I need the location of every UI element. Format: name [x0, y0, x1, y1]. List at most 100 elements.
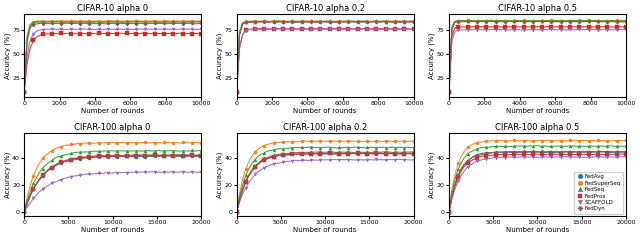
- FedAvg: [464, 160, 472, 163]
- FedSeq: [58, 154, 65, 157]
- FedSeq: [622, 145, 630, 148]
- FedProx: [464, 25, 472, 28]
- FedSuperSeq: [48, 20, 56, 23]
- FedProx: [335, 152, 343, 155]
- FedAvg: [354, 20, 362, 23]
- FedSuperSeq: [520, 139, 527, 142]
- FedProx: [613, 153, 621, 155]
- FedSeq: [317, 146, 324, 149]
- FedAvg: [113, 155, 121, 158]
- FedAvg: [197, 20, 205, 23]
- SCAFFOLD: [29, 32, 37, 35]
- FedAvg: [622, 151, 630, 154]
- FedSeq: [160, 149, 168, 152]
- FedDyn: [170, 22, 177, 25]
- FedSuperSeq: [179, 20, 186, 23]
- X-axis label: Number of rounds: Number of rounds: [506, 227, 569, 233]
- FedSuperSeq: [170, 19, 177, 22]
- SCAFFOLD: [483, 28, 490, 31]
- FedProx: [270, 155, 278, 158]
- FedSuperSeq: [39, 20, 47, 23]
- FedProx: [29, 39, 37, 42]
- FedSeq: [270, 20, 278, 23]
- FedSuperSeq: [307, 140, 315, 143]
- FedSeq: [48, 159, 56, 162]
- FedSuperSeq: [233, 91, 241, 94]
- FedAvg: [58, 162, 65, 165]
- SCAFFOLD: [557, 28, 564, 31]
- FedSeq: [29, 21, 37, 24]
- FedSuperSeq: [538, 19, 546, 22]
- FedSuperSeq: [401, 20, 408, 23]
- FedAvg: [123, 155, 131, 158]
- FedDyn: [613, 20, 621, 23]
- FedDyn: [520, 20, 527, 23]
- FedDyn: [20, 91, 28, 94]
- FedDyn: [335, 151, 343, 154]
- SCAFFOLD: [141, 28, 149, 31]
- FedSuperSeq: [179, 141, 186, 144]
- SCAFFOLD: [39, 28, 47, 31]
- Title: CIFAR-10 alpha 0.5: CIFAR-10 alpha 0.5: [498, 4, 577, 13]
- FedAvg: [132, 20, 140, 23]
- FedProx: [123, 154, 131, 157]
- FedAvg: [132, 155, 140, 158]
- FedDyn: [233, 211, 241, 214]
- FedProx: [188, 154, 196, 157]
- FedAvg: [151, 20, 159, 23]
- FedAvg: [510, 151, 518, 154]
- FedProx: [298, 153, 306, 155]
- FedSeq: [298, 20, 306, 23]
- SCAFFOLD: [20, 91, 28, 94]
- FedSuperSeq: [501, 19, 509, 22]
- FedProx: [48, 32, 56, 35]
- FedSeq: [520, 19, 527, 22]
- FedAvg: [410, 20, 417, 23]
- SCAFFOLD: [197, 28, 205, 31]
- FedProx: [132, 154, 140, 157]
- FedSeq: [501, 19, 509, 22]
- FedProx: [317, 27, 324, 30]
- FedSeq: [344, 20, 352, 23]
- SCAFFOLD: [566, 156, 574, 159]
- FedAvg: [289, 20, 296, 23]
- FedDyn: [279, 152, 287, 155]
- SCAFFOLD: [382, 158, 390, 161]
- FedProx: [179, 32, 186, 35]
- FedSeq: [566, 19, 574, 22]
- FedProx: [104, 32, 112, 35]
- FedSuperSeq: [335, 20, 343, 23]
- FedAvg: [48, 167, 56, 169]
- FedProx: [326, 27, 333, 30]
- FedSuperSeq: [604, 19, 611, 22]
- SCAFFOLD: [510, 28, 518, 31]
- FedAvg: [39, 20, 47, 23]
- FedAvg: [344, 20, 352, 23]
- FedSeq: [492, 19, 499, 22]
- FedSeq: [58, 21, 65, 24]
- FedProx: [454, 26, 462, 29]
- FedProx: [344, 153, 352, 155]
- FedAvg: [410, 152, 417, 155]
- FedAvg: [575, 20, 583, 23]
- FedProx: [501, 26, 509, 28]
- FedSuperSeq: [344, 20, 352, 23]
- Line: FedSeq: FedSeq: [22, 149, 203, 214]
- FedSeq: [151, 21, 159, 24]
- FedSuperSeq: [391, 20, 399, 23]
- FedDyn: [326, 151, 333, 154]
- SCAFFOLD: [595, 156, 602, 159]
- FedAvg: [566, 151, 574, 154]
- SCAFFOLD: [445, 211, 452, 214]
- FedAvg: [270, 155, 278, 158]
- FedSuperSeq: [529, 139, 537, 142]
- FedDyn: [622, 150, 630, 153]
- FedSuperSeq: [317, 20, 324, 23]
- FedAvg: [279, 20, 287, 23]
- FedDyn: [510, 150, 518, 153]
- FedSuperSeq: [585, 19, 593, 22]
- FedAvg: [260, 159, 268, 162]
- FedDyn: [538, 150, 546, 153]
- FedProx: [483, 154, 490, 157]
- SCAFFOLD: [123, 171, 131, 174]
